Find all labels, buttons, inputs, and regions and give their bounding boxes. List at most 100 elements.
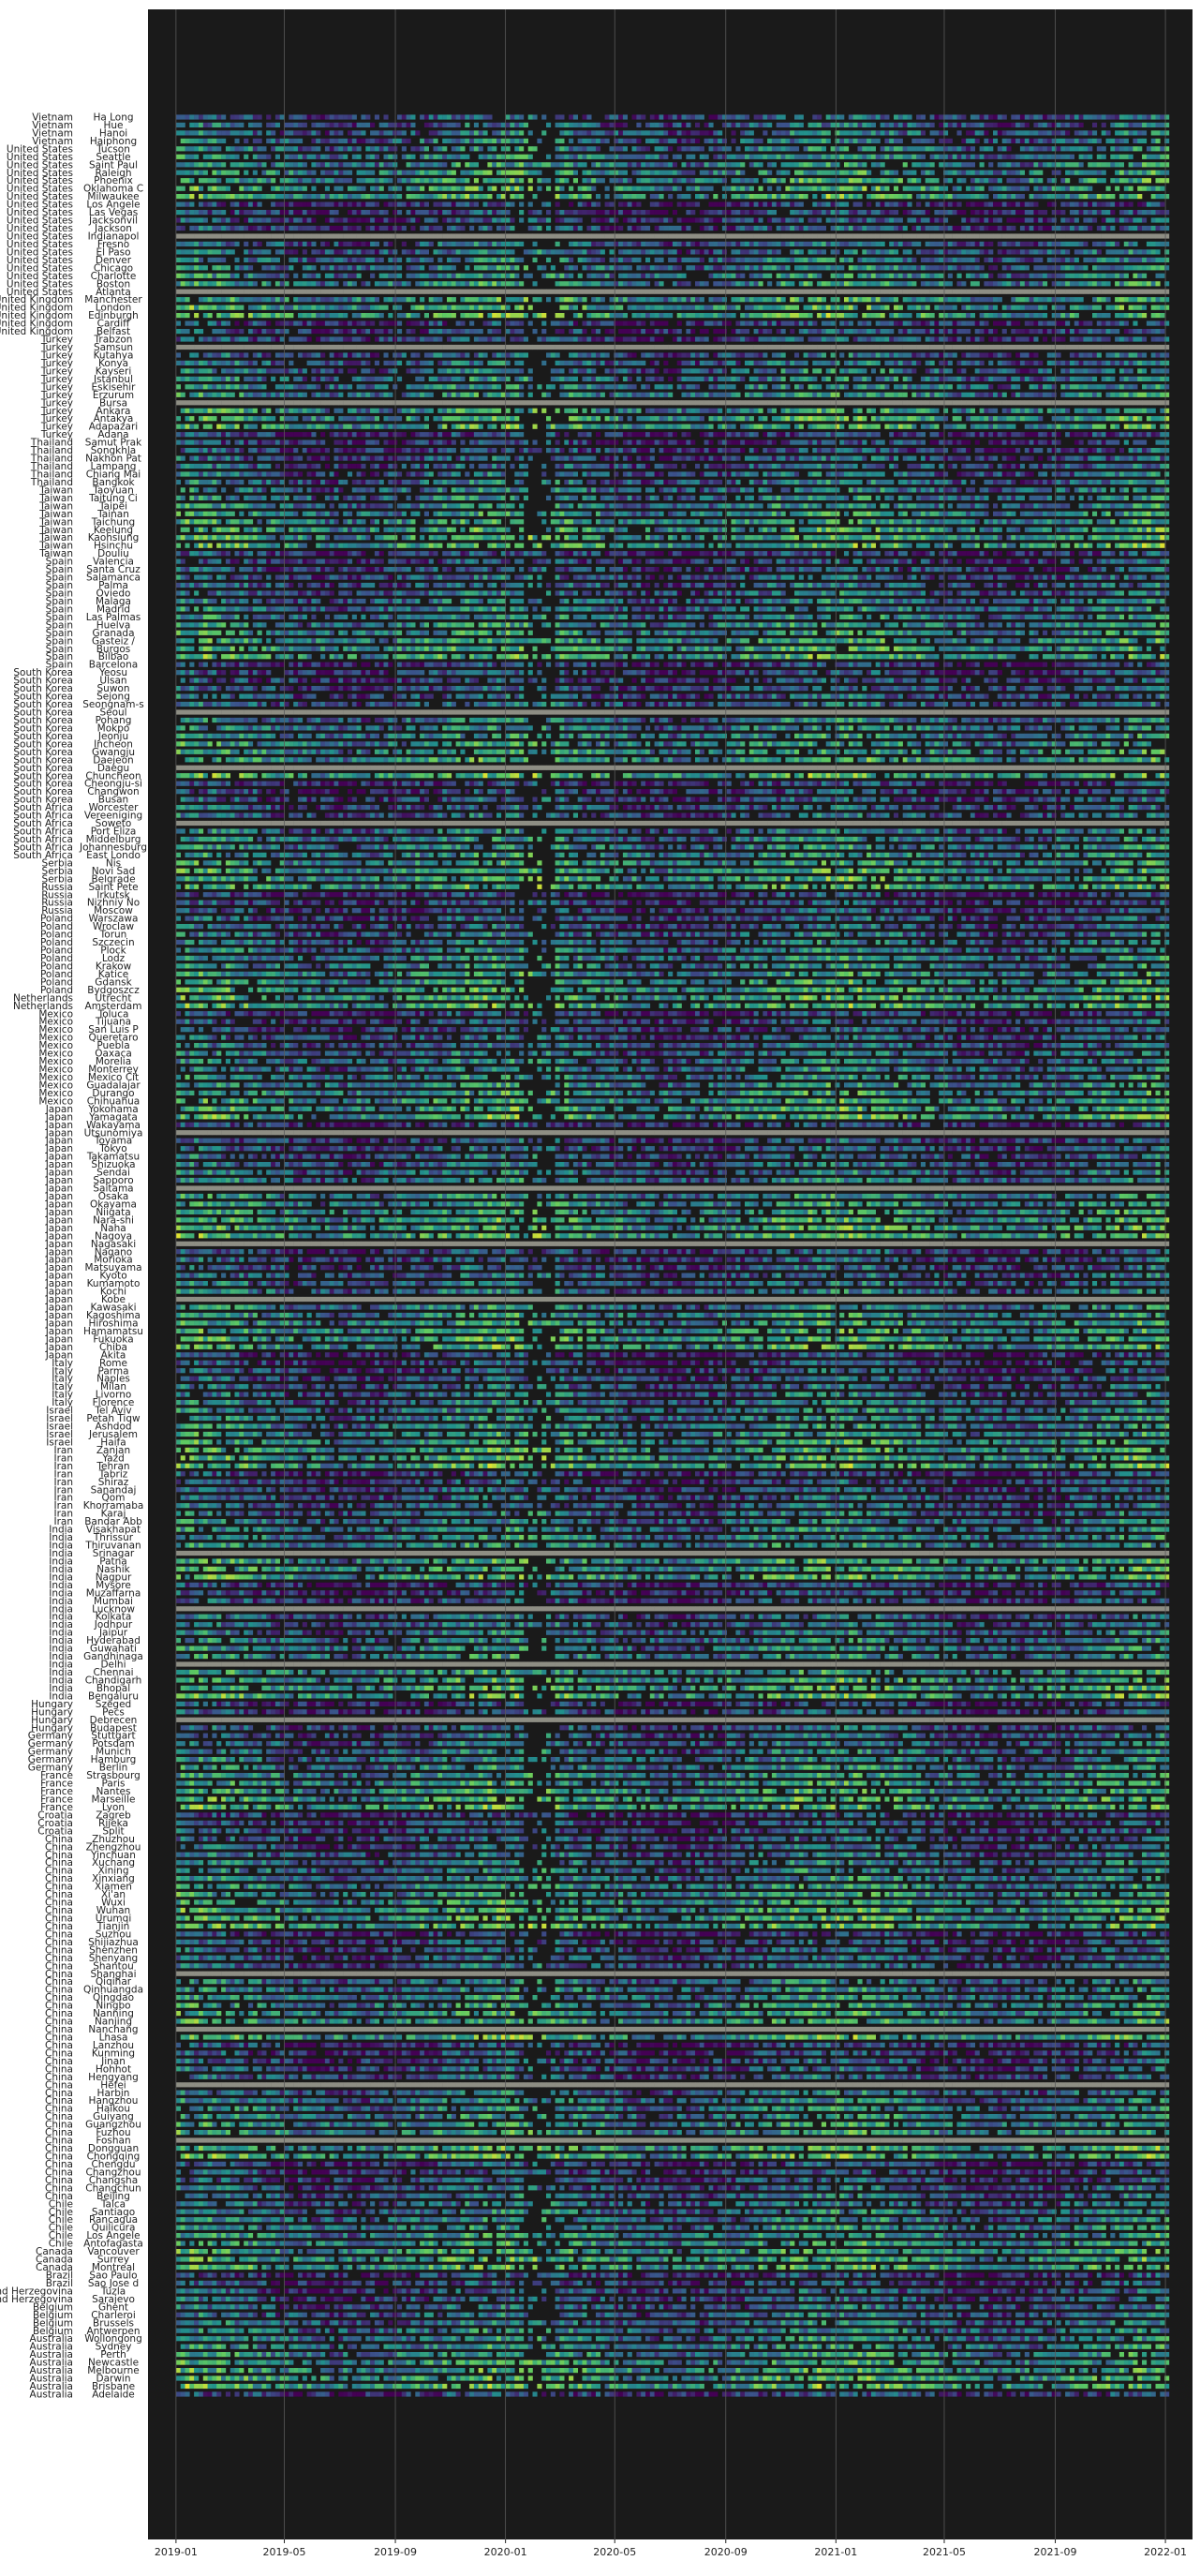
- heatmap-cell: [1074, 114, 1079, 119]
- heatmap-cell: [556, 123, 560, 127]
- heatmap-cell: [894, 123, 898, 127]
- heatmap-cell: [456, 139, 461, 143]
- heatmap-cell: [289, 139, 293, 143]
- heatmap-cell: [514, 114, 519, 119]
- heatmap-cell: [285, 123, 289, 127]
- heatmap-cell: [388, 130, 393, 135]
- heatmap-cell: [732, 123, 736, 127]
- heatmap-cell: [397, 123, 402, 127]
- heatmap-cell: [998, 114, 1002, 119]
- heatmap-cell: [357, 130, 362, 135]
- heatmap-cell: [199, 139, 203, 143]
- heatmap-cell: [216, 130, 221, 135]
- heatmap-cell: [456, 114, 461, 119]
- heatmap-cell: [623, 114, 628, 119]
- heatmap-cell: [605, 114, 610, 119]
- heatmap-cell: [348, 123, 352, 127]
- heatmap-cell: [1015, 130, 1020, 135]
- heatmap-cell: [271, 123, 275, 127]
- heatmap-cell: [375, 114, 379, 119]
- heatmap-cell: [586, 130, 591, 135]
- heatmap-cell: [636, 114, 641, 119]
- heatmap-cell: [826, 123, 831, 127]
- heatmap-cell: [483, 114, 488, 119]
- heatmap-cell: [280, 114, 285, 119]
- heatmap-cell: [1133, 123, 1137, 127]
- heatmap-cell: [248, 123, 253, 127]
- heatmap-cell: [921, 114, 926, 119]
- heatmap-cell: [1151, 130, 1156, 135]
- heatmap-cell: [1052, 123, 1057, 127]
- heatmap-cell: [1119, 123, 1124, 127]
- heatmap-cell: [293, 130, 298, 135]
- heatmap-cell: [749, 130, 754, 135]
- heatmap-cell: [293, 139, 298, 143]
- heatmap-cell: [1043, 130, 1047, 135]
- heatmap-cell: [934, 114, 939, 119]
- heatmap-cell: [266, 139, 271, 143]
- heatmap-cell: [258, 123, 262, 127]
- heatmap-cell: [474, 114, 479, 119]
- heatmap-cell: [212, 130, 216, 135]
- heatmap-cell: [208, 139, 213, 143]
- heatmap-cell: [1033, 123, 1038, 127]
- heatmap-cell: [953, 123, 957, 127]
- heatmap-cell: [460, 130, 465, 135]
- heatmap-cell: [799, 114, 804, 119]
- heatmap-cell: [1002, 130, 1007, 135]
- heatmap-cell: [939, 114, 943, 119]
- heatmap-cell: [1011, 114, 1015, 119]
- heatmap-cell: [1060, 114, 1065, 119]
- heatmap-cell: [338, 114, 343, 119]
- heatmap-cell: [456, 123, 461, 127]
- heatmap-cell: [596, 130, 600, 135]
- heatmap-cell: [559, 114, 564, 119]
- heatmap-cell: [384, 130, 389, 135]
- heatmap-cell: [474, 139, 479, 143]
- heatmap-cell: [280, 130, 285, 135]
- heatmap-cell: [573, 114, 578, 119]
- heatmap-cell: [781, 123, 786, 127]
- heatmap-cell: [1124, 130, 1129, 135]
- heatmap-cell: [298, 123, 303, 127]
- heatmap-cell: [402, 114, 407, 119]
- heatmap-cell: [338, 139, 343, 143]
- heatmap-cell: [407, 114, 411, 119]
- heatmap-cell: [465, 139, 469, 143]
- heatmap-cell: [1025, 123, 1030, 127]
- heatmap-cell: [325, 123, 330, 127]
- heatmap-cell: [1079, 123, 1084, 127]
- heatmap-cell: [984, 114, 988, 119]
- heatmap-cell: [1070, 123, 1074, 127]
- heatmap-cell: [492, 130, 496, 135]
- heatmap-cell: [221, 130, 226, 135]
- heatmap-cell: [659, 114, 664, 119]
- heatmap-cell: [397, 114, 402, 119]
- heatmap-cell: [506, 123, 511, 127]
- heatmap-cell: [258, 114, 262, 119]
- heatmap-cell: [334, 114, 339, 119]
- heatmap-cell: [636, 130, 641, 135]
- heatmap-cell: [320, 139, 325, 143]
- heatmap-cell: [1083, 130, 1088, 135]
- heatmap-cell: [352, 139, 357, 143]
- heatmap-cell: [934, 130, 939, 135]
- heatmap-cell: [338, 130, 343, 135]
- heatmap-cell: [663, 123, 668, 127]
- heatmap-cell: [361, 114, 365, 119]
- heatmap-cell: [867, 123, 871, 127]
- heatmap-cell: [583, 114, 587, 119]
- heatmap-cell: [460, 114, 465, 119]
- heatmap-cell: [961, 114, 966, 119]
- heatmap-cell: [437, 130, 442, 135]
- heatmap-cell: [745, 130, 749, 135]
- heatmap-cell: [298, 139, 303, 143]
- heatmap-cell: [876, 114, 881, 119]
- heatmap-cell: [343, 139, 348, 143]
- heatmap-cell: [1147, 123, 1151, 127]
- heatmap-cell: [1156, 114, 1161, 119]
- heatmap-cell: [993, 123, 998, 127]
- heatmap-cell: [348, 114, 352, 119]
- heatmap-cell: [303, 114, 307, 119]
